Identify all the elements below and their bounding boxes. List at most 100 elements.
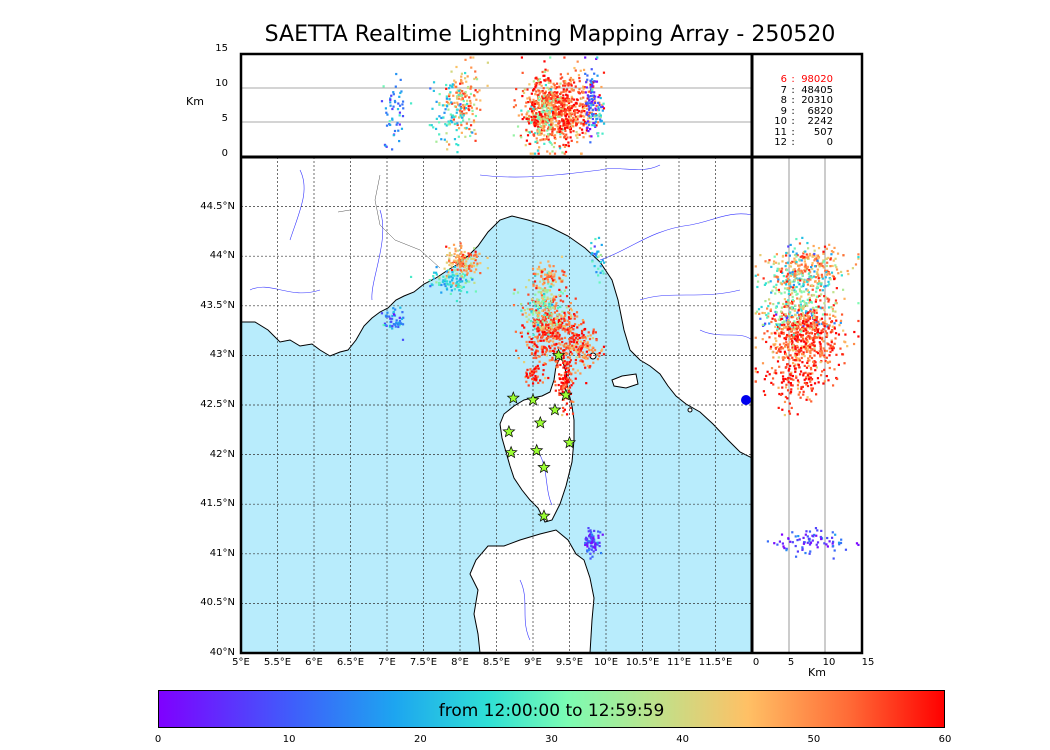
lightning-source xyxy=(599,271,602,274)
lightning-source xyxy=(570,112,573,115)
lightning-source xyxy=(805,329,808,332)
lightning-source xyxy=(786,277,790,281)
lightning-source xyxy=(823,354,826,357)
lightning-source xyxy=(816,254,819,257)
lightning-source xyxy=(551,323,554,327)
lightning-source xyxy=(562,273,565,276)
lightning-source xyxy=(459,105,463,109)
lightning-source xyxy=(810,300,813,304)
lightning-source xyxy=(809,550,812,553)
lightning-source xyxy=(831,325,834,328)
lightning-source xyxy=(391,314,394,317)
lightning-source xyxy=(573,323,577,326)
lightning-source xyxy=(541,300,544,304)
lightning-source xyxy=(559,320,562,323)
lightning-source xyxy=(570,84,573,87)
lightning-source xyxy=(791,289,794,292)
lightning-source xyxy=(563,319,566,323)
lightning-source xyxy=(541,288,544,291)
lightning-source xyxy=(460,250,463,254)
lat-tick-label: 41°N xyxy=(209,547,235,559)
lightning-source xyxy=(534,304,537,308)
lightning-source xyxy=(805,318,808,321)
lightning-source xyxy=(461,89,464,93)
lightning-source xyxy=(571,122,575,125)
lightning-source xyxy=(800,269,803,272)
lightning-source xyxy=(562,102,566,105)
lightning-source xyxy=(806,247,810,250)
lightning-source xyxy=(806,541,809,544)
lightning-source xyxy=(530,115,533,119)
lightning-source xyxy=(459,264,462,267)
lightning-source xyxy=(802,316,806,319)
lightning-source xyxy=(810,400,813,403)
lightning-source xyxy=(524,312,527,315)
legend-row: 8:20310 xyxy=(765,95,833,107)
lightning-source xyxy=(549,339,552,342)
lightning-source xyxy=(581,90,584,93)
lightning-source xyxy=(548,285,551,288)
lightning-source xyxy=(472,264,476,268)
lightning-source xyxy=(844,333,847,336)
lightning-source xyxy=(547,324,550,327)
lightning-source xyxy=(464,95,467,98)
lightning-source xyxy=(459,82,462,85)
lightning-source xyxy=(464,71,467,75)
lightning-source xyxy=(563,345,566,348)
alt-lat-panel[interactable] xyxy=(752,157,862,653)
lightning-source xyxy=(821,313,825,316)
lightning-source xyxy=(808,252,812,256)
lightning-source xyxy=(447,108,450,111)
lightning-source xyxy=(805,350,808,354)
lightning-source xyxy=(569,129,572,132)
legend-separator: : xyxy=(791,137,795,148)
lightning-source xyxy=(785,269,789,272)
lightning-source xyxy=(466,291,469,294)
lightning-source xyxy=(813,326,816,329)
lightning-source xyxy=(549,81,552,84)
lightning-source xyxy=(543,330,546,334)
lightning-source xyxy=(834,302,837,305)
lon-altitude-panel[interactable] xyxy=(241,54,752,157)
lightning-source xyxy=(825,322,828,326)
lightning-source xyxy=(474,114,478,118)
lightning-source xyxy=(585,350,588,353)
lightning-source xyxy=(463,77,467,80)
lightning-source xyxy=(538,114,541,117)
lightning-source xyxy=(559,115,562,118)
lightning-source xyxy=(455,299,459,303)
lightning-source xyxy=(808,332,811,335)
lightning-source xyxy=(393,99,397,103)
lightning-source xyxy=(579,113,582,117)
lightning-source xyxy=(579,359,582,363)
lightning-source xyxy=(831,384,835,387)
lightning-source xyxy=(595,114,598,117)
map-panel[interactable] xyxy=(241,157,752,653)
lightning-source xyxy=(455,111,458,114)
lightning-source xyxy=(816,261,819,264)
lightning-source xyxy=(538,120,542,123)
lightning-source xyxy=(438,278,441,281)
lightning-source xyxy=(597,135,600,138)
lightning-source xyxy=(455,284,458,287)
lightning-source xyxy=(469,134,472,138)
lightning-source xyxy=(807,378,810,381)
lightning-source xyxy=(800,317,803,320)
lightning-source xyxy=(796,384,800,387)
lightning-source xyxy=(795,262,798,265)
lightning-source xyxy=(564,150,568,154)
lightning-source xyxy=(815,295,819,298)
lon-tick-label: 6°E xyxy=(305,657,323,668)
lightning-source xyxy=(551,276,554,279)
lightning-source xyxy=(547,135,550,138)
lightning-source xyxy=(783,298,786,301)
lightning-source xyxy=(539,97,543,100)
lightning-source xyxy=(830,271,834,274)
lightning-source xyxy=(796,320,799,324)
lightning-source xyxy=(524,105,527,108)
lightning-source xyxy=(586,74,589,77)
lightning-source xyxy=(793,268,796,271)
lightning-source xyxy=(558,313,561,316)
lightning-source xyxy=(565,381,568,384)
lightning-source xyxy=(599,531,602,534)
